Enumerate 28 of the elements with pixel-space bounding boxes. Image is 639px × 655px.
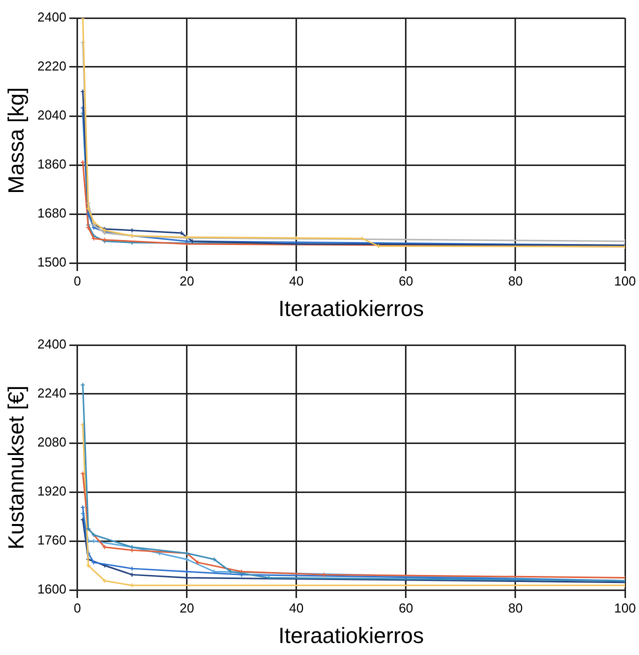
x-tick-label: 80 (508, 273, 523, 288)
x-tick-label: 100 (614, 273, 636, 288)
x-tick-label: 20 (180, 600, 194, 616)
y-tick-label: 2040 (37, 108, 66, 123)
x-tick-label: 40 (289, 273, 304, 288)
x-tick-label: 60 (398, 600, 414, 616)
x-tick-label: 100 (614, 600, 636, 616)
y-tick-label: 2080 (37, 434, 66, 450)
x-tick-label: 20 (180, 273, 194, 288)
x-tick-label: 80 (508, 600, 523, 616)
y-axis-title: Massa [kg] (3, 87, 28, 194)
x-tick-label: 60 (398, 273, 414, 288)
x-tick-label: 0 (74, 600, 81, 616)
y-tick-label: 1500 (37, 254, 66, 270)
x-tick-label: 0 (74, 273, 81, 288)
x-tick-label: 40 (289, 600, 304, 616)
y-tick-label: 2240 (37, 386, 66, 401)
y-tick-label: 1860 (37, 156, 66, 172)
x-axis-title: Iteraatiokierros (278, 622, 424, 648)
y-axis-title: Kustannukset [€] (3, 386, 28, 550)
x-axis-title: Iteraatiokierros (278, 296, 424, 321)
y-tick-label: 2400 (37, 10, 66, 25)
y-tick-label: 1600 (37, 582, 66, 597)
y-tick-label: 1920 (37, 484, 66, 499)
y-tick-label: 1760 (37, 532, 66, 548)
y-tick-label: 2220 (37, 58, 66, 74)
y-tick-label: 2400 (37, 336, 66, 352)
y-tick-label: 1680 (37, 206, 66, 221)
